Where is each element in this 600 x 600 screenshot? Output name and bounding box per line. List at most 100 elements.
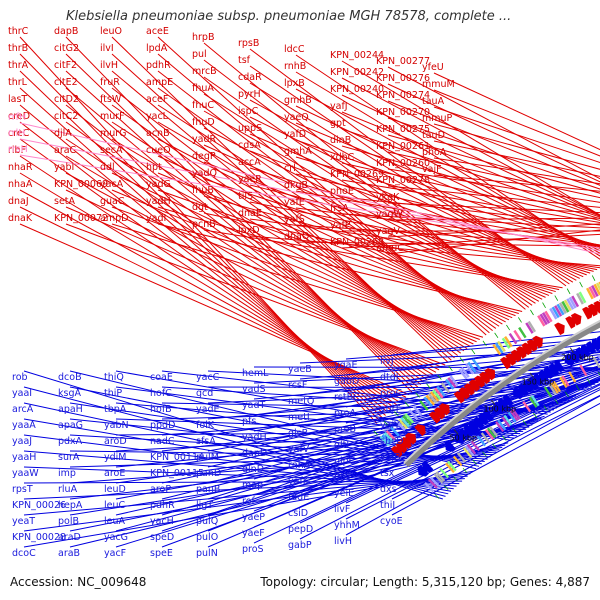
label-leader-line (19, 172, 401, 403)
label-leader-line (249, 167, 591, 274)
feature-block (449, 375, 459, 387)
reverse-gene-arrow (596, 335, 600, 347)
label-leader-line (345, 383, 600, 504)
gene-label: tauA (422, 96, 445, 107)
gene-label: yafE (284, 197, 305, 208)
gene-label: yajB (380, 452, 401, 463)
gene-label: pepD (288, 524, 313, 535)
kbp-label: 150 kbp (522, 378, 555, 387)
gene-label: leuO (100, 26, 122, 37)
forward-gene-arrow (438, 403, 450, 416)
gene-label: folK (196, 420, 215, 431)
gene-label: aroD (104, 436, 127, 447)
gene-label: gcd (196, 388, 213, 399)
gene-label: yadH (242, 432, 267, 443)
label-leader-line (341, 213, 600, 229)
gene-label: ilvH (100, 60, 118, 71)
gene-label: pulN (196, 548, 218, 559)
feature-block (527, 320, 537, 333)
label-leader-line (433, 72, 600, 151)
feature-block (561, 375, 570, 387)
gene-label: yaaA (12, 420, 36, 431)
feature-block (575, 384, 580, 391)
gene-label: lasT (8, 94, 27, 105)
gene-label: yaaI (12, 388, 32, 399)
feature-block (424, 482, 435, 493)
feature-block (433, 473, 444, 484)
gene-label: hepA (58, 500, 83, 511)
label-leader-line (65, 155, 434, 376)
feature-block (501, 416, 511, 428)
gene-label: proA (334, 408, 357, 419)
feature-block (427, 478, 438, 489)
feature-block (398, 418, 408, 430)
gene-label: proB (334, 424, 356, 435)
feature-block (445, 378, 455, 390)
feature-block (429, 476, 440, 487)
gene-label: rluA (58, 484, 78, 495)
gene-label: ydiM (104, 452, 127, 463)
reverse-gene-arrow (564, 353, 575, 366)
gene-label: araD (58, 532, 81, 543)
feature-block (576, 292, 584, 305)
feature-block (447, 460, 457, 472)
label-leader-line (249, 235, 600, 267)
feature-block (434, 493, 440, 499)
gene-label: uppS (238, 123, 262, 134)
gene-label: dnaQ (284, 231, 309, 242)
gene-label: cyoE (380, 516, 403, 527)
gene-label: rob (12, 372, 28, 383)
gene-label: ksgA (58, 388, 81, 399)
gene-label: dgt (192, 202, 208, 213)
gene-label: nhaA (8, 179, 33, 190)
label-leader-line (65, 36, 413, 393)
feature-block (383, 420, 389, 426)
feature-block (554, 305, 563, 317)
label-leader-line (19, 154, 600, 249)
feature-block (525, 322, 534, 334)
gene-label: yadS (242, 384, 266, 395)
feature-block (440, 382, 451, 394)
forward-gene-arrow (468, 379, 480, 392)
gene-label: aceE (146, 26, 169, 37)
reverse-gene-arrow (554, 359, 565, 373)
gene-label: dcoB (58, 372, 82, 383)
label-leader-line (65, 104, 425, 383)
kbp-label: 100 kbp (484, 404, 517, 413)
gene-label: livJ (380, 356, 394, 367)
label-leader-line (69, 449, 500, 500)
label-leader-line (433, 123, 600, 170)
feature-block (518, 317, 522, 323)
gene-label: rof (242, 496, 256, 507)
gene-label: araC (54, 145, 77, 156)
gene-label: rpsB (238, 38, 259, 49)
feature-block (379, 435, 390, 447)
feature-block (495, 421, 505, 433)
gene-label: rstBC (334, 392, 360, 403)
gene-label: speE (150, 548, 173, 559)
gene-label: gmhB (284, 95, 312, 106)
feature-block (447, 377, 457, 389)
gene-label: glnD (242, 464, 264, 475)
gene-label: yadI (146, 213, 166, 224)
gene-label: secA (100, 145, 123, 156)
gene-label: ddl (100, 162, 115, 173)
gene-label: livH (334, 536, 352, 547)
gene-label: citF2 (54, 60, 77, 71)
label-leader-line (203, 195, 556, 293)
label-leader-line (299, 351, 600, 380)
feature-block (504, 336, 513, 348)
feature-block (472, 459, 477, 465)
feature-block (453, 476, 458, 482)
gene-label: ppdD (150, 420, 175, 431)
gene-label: leuA (104, 516, 126, 527)
gene-label: dapD (242, 448, 267, 459)
label-leader-line (203, 229, 563, 289)
gene-label: dtdI (380, 372, 399, 383)
gene-label: KPN_00268 (330, 237, 384, 248)
gene-label: coaE (150, 372, 173, 383)
gene-label: fhuD (192, 117, 215, 128)
gene-label: gltI (334, 440, 349, 451)
feature-block (586, 378, 591, 384)
feature-block (389, 426, 400, 437)
